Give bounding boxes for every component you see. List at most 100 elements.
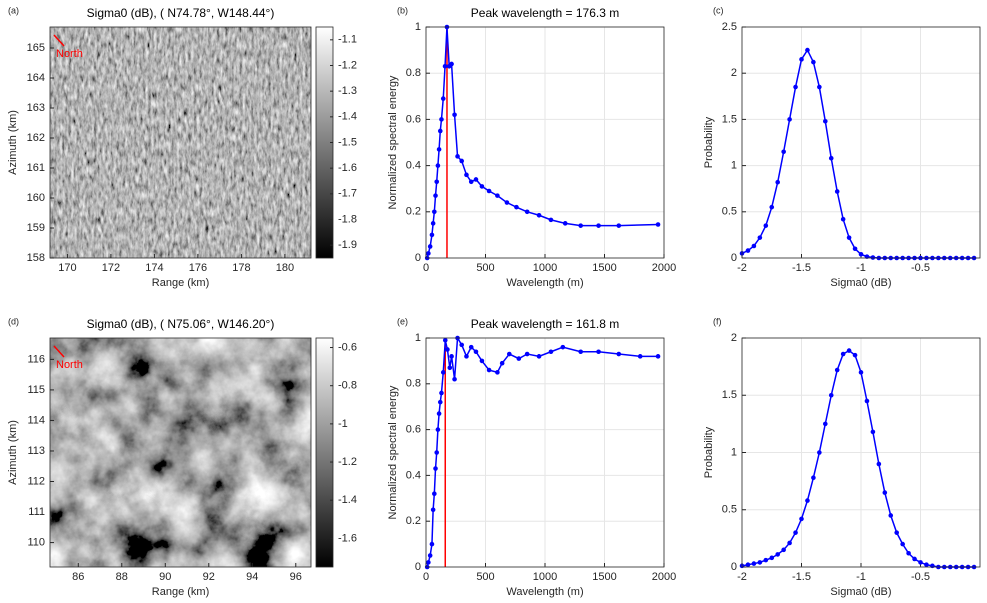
data-point — [616, 223, 622, 228]
data-point — [524, 351, 530, 357]
data-point — [775, 179, 780, 185]
data-point — [906, 550, 911, 556]
panel-label: (c) — [713, 5, 724, 15]
x-tick-label: 178 — [232, 262, 250, 274]
data-point — [930, 563, 935, 569]
y-tick-label: 2 — [731, 332, 737, 344]
data-point — [817, 84, 822, 90]
data-point — [452, 376, 457, 382]
data-point — [805, 47, 810, 53]
y-tick-label: 160 — [27, 192, 45, 204]
data-point — [445, 347, 450, 352]
x-tick-label: -1.5 — [792, 571, 811, 583]
data-point — [769, 204, 775, 210]
data-point — [912, 556, 917, 562]
x-axis-label: Wavelength (m) — [506, 277, 583, 289]
data-point — [495, 193, 500, 198]
x-tick-label: 0 — [423, 571, 429, 583]
data-point — [781, 547, 786, 553]
data-point — [435, 427, 441, 432]
data-point — [870, 429, 876, 435]
y-tick-label: 165 — [27, 42, 45, 54]
y-tick-label: 159 — [27, 222, 45, 234]
chart-title: Sigma0 (dB), ( N74.78°, W148.44°) — [87, 6, 275, 20]
x-tick-label: -0.5 — [911, 571, 930, 583]
x-tick-label: 1000 — [533, 571, 557, 583]
colorbar-tick-label: -0.8 — [338, 380, 357, 392]
data-point — [811, 475, 816, 480]
data-point — [440, 370, 446, 375]
y-tick-label: 0.8 — [406, 67, 421, 79]
y-tick-label: 116 — [27, 353, 45, 365]
x-tick-label: 1000 — [533, 262, 557, 274]
x-tick-label: -2 — [737, 262, 747, 274]
data-point — [459, 342, 465, 348]
data-point — [846, 348, 852, 353]
data-point — [536, 212, 542, 218]
colorbar-tick-label: -1.1 — [338, 34, 357, 46]
data-point — [437, 128, 443, 134]
y-tick-label: 115 — [27, 384, 45, 396]
data-point — [452, 112, 457, 118]
data-point — [775, 552, 780, 557]
x-tick-label: 86 — [72, 571, 84, 583]
data-point — [858, 370, 864, 375]
data-point — [852, 352, 858, 358]
y-tick-label: 113 — [27, 445, 45, 457]
data-point — [455, 154, 460, 159]
data-point — [888, 513, 894, 518]
data-point — [894, 530, 899, 535]
x-tick-label: 170 — [58, 262, 76, 274]
y-tick-label: 1 — [415, 332, 421, 344]
axes-frame — [49, 337, 312, 568]
y-tick-label: 0.6 — [406, 113, 421, 125]
data-point — [442, 337, 448, 343]
data-point — [514, 204, 519, 210]
data-point — [781, 149, 786, 155]
data-point — [840, 351, 846, 357]
data-point — [763, 223, 769, 228]
data-point — [430, 221, 436, 226]
data-point — [427, 244, 433, 249]
data-point — [811, 59, 816, 65]
data-point — [442, 63, 448, 69]
data-point — [507, 351, 512, 357]
x-axis-label: Sigma0 (dB) — [830, 277, 891, 289]
axes-frame — [741, 26, 981, 259]
data-point — [900, 541, 905, 547]
north-arrow — [53, 34, 65, 47]
y-tick-label: 164 — [27, 72, 45, 84]
colorbar-tick-label: -1.4 — [338, 494, 357, 506]
y-tick-label: 0.5 — [722, 504, 737, 516]
x-tick-label: 172 — [102, 262, 120, 274]
panel-label: (f) — [713, 316, 722, 326]
y-tick-label: 0 — [415, 561, 421, 573]
y-tick-label: 1.5 — [722, 389, 737, 401]
data-point — [805, 498, 810, 503]
data-point — [828, 392, 834, 398]
data-point — [434, 179, 440, 185]
data-point — [578, 349, 583, 355]
x-tick-label: 1500 — [592, 262, 616, 274]
data-point — [793, 530, 798, 535]
data-point — [745, 562, 751, 568]
y-tick-label: 0.4 — [406, 160, 421, 172]
y-axis-label: Probability — [703, 426, 715, 478]
data-point — [435, 163, 441, 168]
data-point — [757, 560, 763, 565]
data-point — [429, 232, 435, 238]
north-label: North — [56, 359, 83, 371]
data-point — [769, 555, 775, 561]
x-tick-label: 92 — [203, 571, 215, 583]
data-point — [486, 367, 492, 373]
y-tick-label: 163 — [27, 102, 45, 114]
data-point — [439, 390, 444, 396]
data-point — [578, 223, 583, 228]
y-tick-label: 2 — [731, 67, 737, 79]
sar-image — [50, 27, 311, 258]
data-point — [840, 216, 846, 222]
x-tick-label: 0 — [423, 262, 429, 274]
x-tick-label: 2000 — [652, 571, 676, 583]
x-axis-label: Range (km) — [152, 277, 209, 289]
data-point — [870, 255, 876, 260]
